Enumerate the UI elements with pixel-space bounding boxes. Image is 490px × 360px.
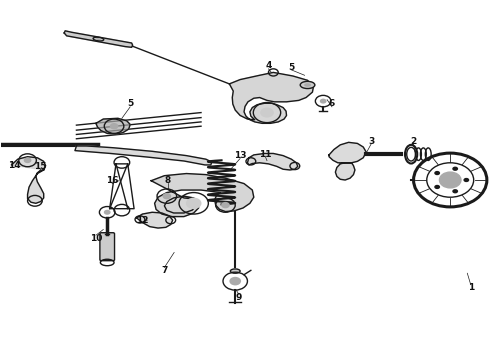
Text: 10: 10 bbox=[90, 234, 102, 243]
Polygon shape bbox=[11, 157, 46, 203]
Text: 5: 5 bbox=[127, 99, 133, 108]
Circle shape bbox=[229, 277, 241, 285]
Text: 9: 9 bbox=[236, 293, 243, 302]
Polygon shape bbox=[96, 118, 130, 134]
Text: 11: 11 bbox=[259, 150, 272, 159]
Ellipse shape bbox=[230, 269, 240, 273]
Polygon shape bbox=[137, 212, 172, 228]
Circle shape bbox=[104, 210, 111, 215]
FancyBboxPatch shape bbox=[100, 233, 115, 261]
Circle shape bbox=[24, 157, 31, 163]
Text: 15: 15 bbox=[34, 162, 47, 171]
Circle shape bbox=[434, 171, 440, 175]
Polygon shape bbox=[329, 142, 366, 180]
Text: 8: 8 bbox=[165, 176, 171, 185]
Text: 6: 6 bbox=[329, 99, 335, 108]
Text: 4: 4 bbox=[265, 62, 271, 71]
Text: 5: 5 bbox=[288, 63, 294, 72]
Ellipse shape bbox=[300, 81, 315, 89]
Text: 12: 12 bbox=[136, 216, 148, 225]
Circle shape bbox=[221, 202, 230, 208]
Polygon shape bbox=[64, 31, 133, 47]
Text: 1: 1 bbox=[467, 283, 474, 292]
Circle shape bbox=[434, 185, 440, 189]
Text: 7: 7 bbox=[161, 266, 168, 275]
Polygon shape bbox=[75, 146, 212, 165]
Circle shape bbox=[452, 189, 458, 193]
Text: 14: 14 bbox=[8, 161, 21, 170]
Circle shape bbox=[186, 198, 201, 209]
Ellipse shape bbox=[304, 83, 311, 87]
Text: 3: 3 bbox=[368, 137, 374, 146]
Circle shape bbox=[440, 172, 461, 188]
Circle shape bbox=[320, 99, 327, 104]
Circle shape bbox=[110, 123, 119, 130]
Text: 13: 13 bbox=[234, 151, 246, 160]
Circle shape bbox=[162, 193, 171, 199]
Circle shape bbox=[464, 178, 469, 182]
Ellipse shape bbox=[96, 38, 101, 40]
Circle shape bbox=[260, 108, 274, 118]
Text: 16: 16 bbox=[106, 176, 119, 185]
Polygon shape bbox=[151, 174, 254, 217]
Circle shape bbox=[452, 167, 458, 171]
Text: 2: 2 bbox=[411, 137, 416, 146]
Polygon shape bbox=[229, 72, 314, 123]
Polygon shape bbox=[247, 153, 298, 170]
